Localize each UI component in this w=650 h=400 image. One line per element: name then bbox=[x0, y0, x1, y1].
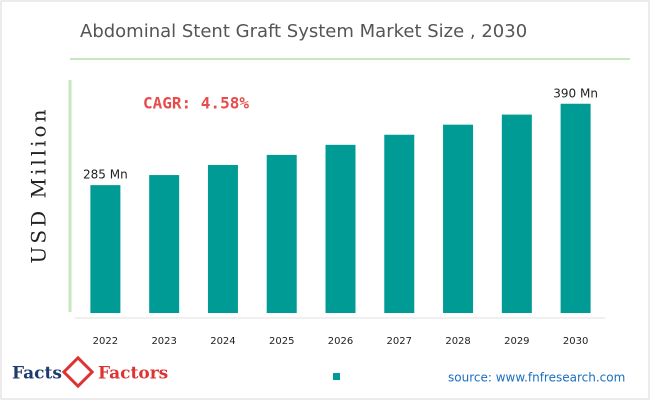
x-tick-label: 2024 bbox=[210, 336, 235, 347]
x-tick-label: 2026 bbox=[328, 336, 353, 347]
annotation: CAGR: 4.58% bbox=[143, 94, 249, 113]
chart-title: Abdominal Stent Graft System Market Size… bbox=[80, 21, 527, 42]
bar bbox=[560, 103, 591, 313]
x-tick-label: 2030 bbox=[563, 336, 588, 347]
logo-icon bbox=[61, 355, 95, 389]
x-tick-label: 2023 bbox=[151, 336, 176, 347]
bar bbox=[501, 114, 532, 313]
logo: Facts Factors bbox=[12, 355, 168, 389]
bar bbox=[325, 144, 356, 313]
x-tick-label: 2027 bbox=[387, 336, 412, 347]
y-axis-label: USD Million bbox=[27, 107, 51, 264]
bar bbox=[266, 154, 297, 313]
bar bbox=[443, 124, 474, 313]
bar bbox=[149, 175, 180, 313]
bar bbox=[384, 134, 415, 313]
x-tick-label: 2022 bbox=[93, 336, 118, 347]
bar bbox=[90, 185, 121, 313]
source: source: www.fnfresearch.com bbox=[448, 371, 625, 385]
value-label: 390 Mn bbox=[553, 86, 598, 100]
logo-right: Factors bbox=[98, 364, 168, 384]
x-tick-label: 2025 bbox=[269, 336, 294, 347]
logo-left: Facts bbox=[12, 364, 62, 384]
x-tick-label: 2028 bbox=[445, 336, 470, 347]
x-tick-label: 2029 bbox=[504, 336, 529, 347]
value-label: 285 Mn bbox=[83, 168, 128, 182]
legend-swatch bbox=[333, 373, 340, 380]
bar bbox=[207, 164, 238, 313]
